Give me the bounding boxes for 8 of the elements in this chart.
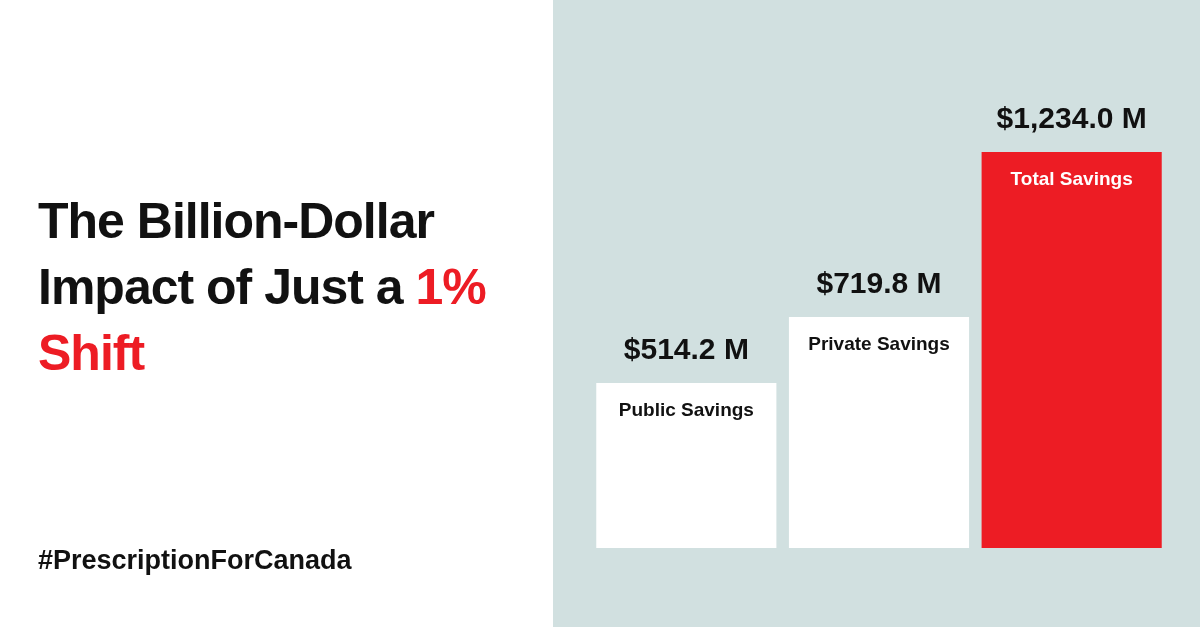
x-tick-label: Public Savings [618, 398, 754, 420]
data-label: $1,234.0 M [996, 101, 1147, 135]
x-tick-label: Total Savings [1010, 167, 1133, 189]
x-tick-label: Private Savings [808, 332, 950, 354]
data-label: $719.8 M [816, 266, 942, 300]
text: #PrescriptionForCanada [38, 545, 352, 576]
data-label: $514.2 M [623, 332, 749, 366]
chart-title: The Billion-Dollar Impact of Just a 1% Shift [38, 193, 486, 381]
